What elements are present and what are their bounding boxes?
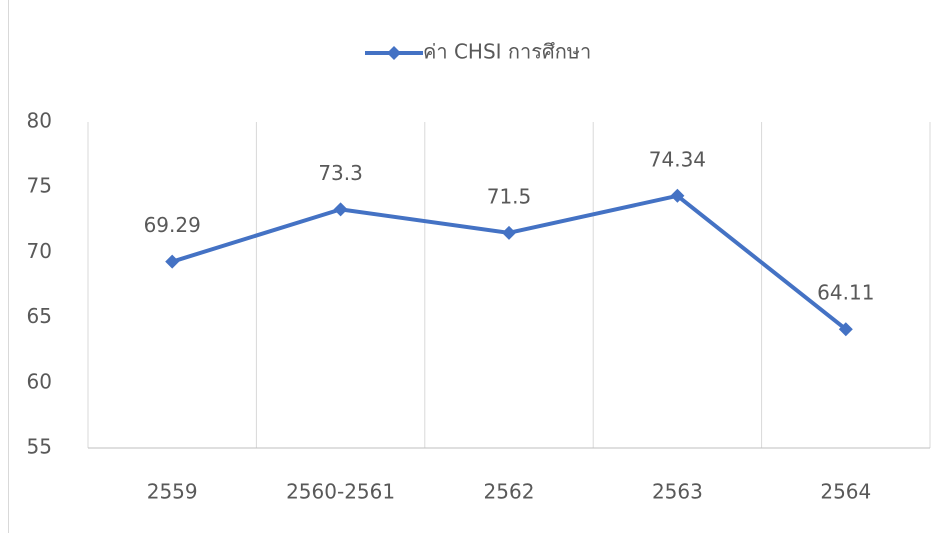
- x-tick-label: 2560-2561: [286, 480, 395, 504]
- y-tick-label: 60: [27, 369, 52, 393]
- point-marker: [333, 202, 348, 217]
- data-label: 73.3: [318, 161, 363, 185]
- data-label: 74.34: [649, 147, 706, 171]
- chart-frame: [8, 0, 9, 533]
- x-tick-label: 2564: [820, 480, 871, 504]
- legend-label: ค่า CHSI การศึกษา: [423, 40, 591, 64]
- series-line: [171, 193, 848, 331]
- data-label: 71.5: [487, 184, 532, 208]
- x-tick-label: 2563: [652, 480, 703, 504]
- y-tick-label: 55: [27, 435, 52, 459]
- y-tick-label: 75: [27, 174, 52, 198]
- point-marker: [165, 254, 180, 269]
- point-marker: [838, 322, 853, 337]
- data-label: 69.29: [144, 213, 201, 237]
- data-label: 64.11: [817, 281, 874, 305]
- point-marker: [502, 225, 516, 240]
- point-marker: [670, 188, 685, 203]
- legend-marker: [387, 46, 401, 60]
- x-tick-label: 2559: [147, 480, 198, 504]
- x-tick-label: 2562: [484, 480, 535, 504]
- y-tick-label: 70: [27, 239, 52, 263]
- y-tick-label: 65: [27, 304, 52, 328]
- y-tick-label: 80: [27, 109, 52, 133]
